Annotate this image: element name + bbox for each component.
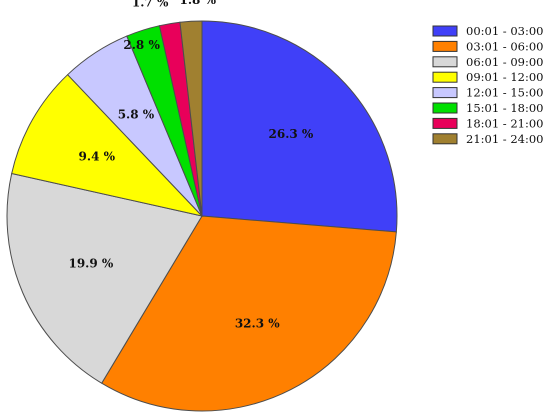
legend-entry-label: 18:01 - 21:00 [466,116,543,130]
slice-data-label: 32.3 % [235,317,280,331]
slice-data-label: 19.9 % [68,257,113,271]
slice-data-label: 9.4 % [79,149,116,163]
slice-data-label: 1.8 % [180,0,217,7]
legend-entry-label: 21:01 - 24:00 [466,132,543,146]
slice-data-label: 26.3 % [269,127,314,141]
legend-swatch [432,25,458,37]
pie-slices [6,20,398,412]
legend-swatch [432,40,458,52]
legend-entry-label: 03:01 - 06:00 [466,39,543,53]
pie-slice-8 [179,20,203,217]
slice-data-label: 5.8 % [118,108,155,122]
legend-swatch [432,71,458,83]
legend-entry-label: 06:01 - 09:00 [466,55,543,69]
pie-slice-1 [201,20,398,233]
slice-data-label: 1.7 % [132,0,169,10]
legend-entry-label: 09:01 - 12:00 [466,70,543,84]
slice-data-label: 2.8 % [123,38,160,52]
pie-slice-2 [100,215,397,412]
legend-entry-label: 00:01 - 03:00 [466,24,543,38]
pie-slice-3 [6,172,203,384]
legend-swatch [432,133,458,145]
legend-swatch [432,56,458,68]
legend-entry-label: 12:01 - 15:00 [466,86,543,100]
pie-data-labels: 26.3 % 32.3 % 19.9 % 9.4 % 5.8 % 2.8 % 1.7 % 1.… [68,0,313,331]
legend-entry-label: 15:01 - 18:00 [466,101,543,115]
legend-swatch [432,87,458,99]
pie-slice-4 [11,73,204,217]
legend-swatch [432,117,458,129]
legend-swatch [432,102,458,114]
